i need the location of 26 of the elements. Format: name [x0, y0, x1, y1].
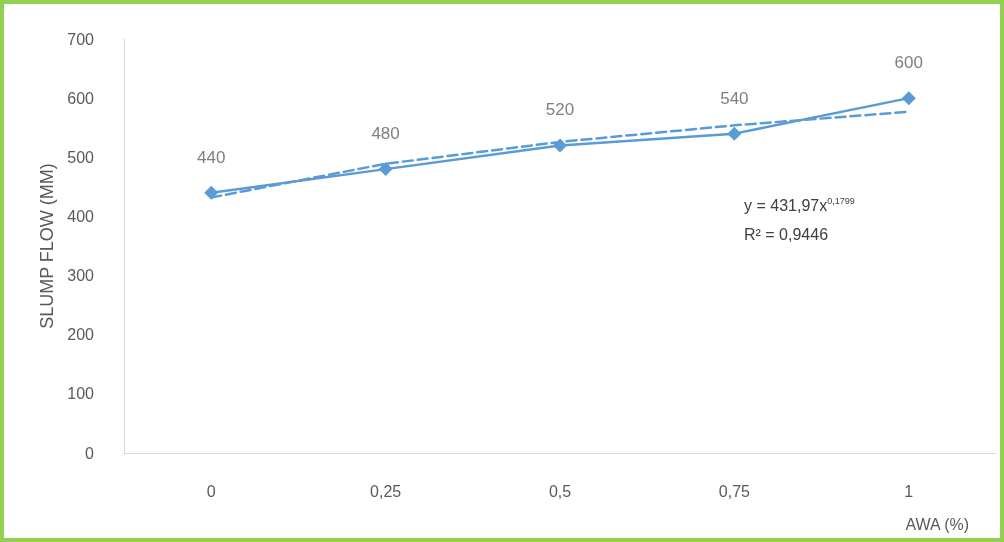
x-tick-label: 0,75: [718, 482, 751, 500]
point: [204, 185, 219, 200]
y-tick-label: 600: [67, 89, 95, 107]
point: [553, 138, 567, 153]
data-label: 520: [545, 100, 575, 120]
y-tick-label: 500: [67, 148, 95, 166]
data-label: 440: [197, 147, 226, 167]
data-label: 600: [894, 53, 923, 73]
y-tick-label: 0: [85, 444, 95, 462]
point: [901, 91, 916, 106]
y-tick-label: 200: [67, 326, 95, 344]
data-label: 540: [720, 88, 749, 108]
x-axis-title: AWA (%): [905, 515, 970, 533]
x-tick-label: 1: [904, 482, 914, 500]
data-label: 480: [371, 124, 400, 144]
y-tick-label: 400: [67, 207, 95, 225]
x-tick-label: 0,25: [370, 482, 402, 500]
y-axis-title: SLUMP FLOW (MM): [37, 163, 57, 329]
annotation: R² = 0,9446: [744, 225, 829, 243]
y-tick-label: 700: [67, 30, 95, 48]
point: [727, 126, 742, 141]
y-tick-label: 100: [67, 385, 95, 403]
x-tick-label: 0,5: [548, 482, 572, 500]
point: [378, 162, 393, 177]
y-tick-label: 300: [67, 267, 95, 285]
x-tick-label: 0: [206, 482, 216, 500]
